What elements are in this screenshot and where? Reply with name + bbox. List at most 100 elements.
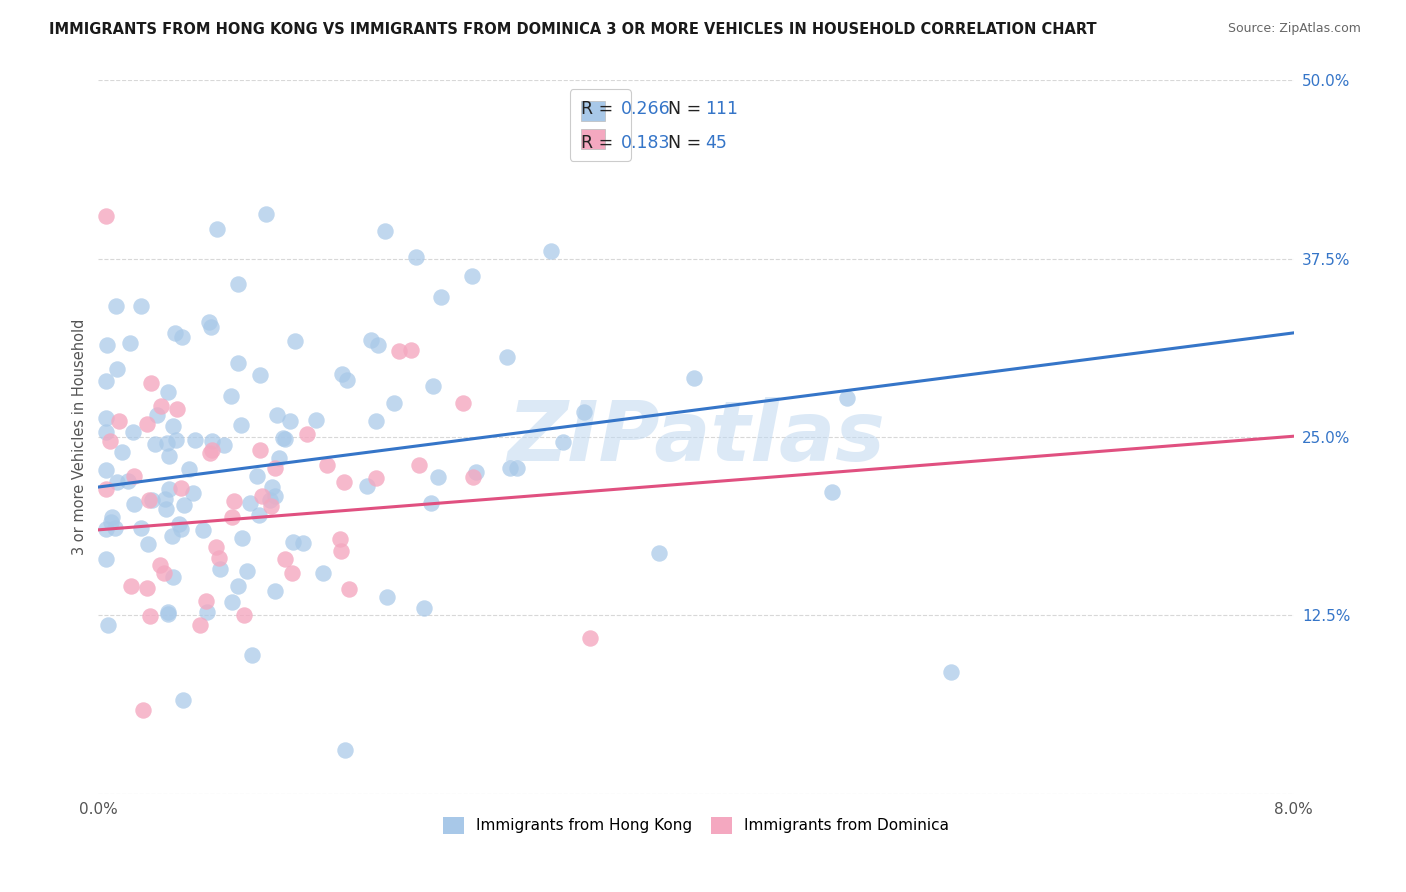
Point [117,474,139,488]
Point [170,522,193,536]
Point [179,462,201,476]
Point [205,540,228,554]
Point [94,482,117,496]
Point [221,510,243,524]
Point [188,618,211,632]
Point [96,374,118,388]
Point [165,433,187,447]
Point [120,579,142,593]
Point [648,546,671,560]
Point [247,508,270,523]
Point [453,396,475,410]
Point [231,531,253,545]
Point [540,244,562,259]
Point [260,499,283,513]
Point [131,299,153,313]
Point [260,480,283,494]
Point [195,594,218,608]
Point [364,414,387,428]
Point [162,570,184,584]
Point [120,336,142,351]
Point [172,692,194,706]
Point [173,498,195,512]
Point [141,492,163,507]
Point [264,584,287,599]
Point [143,436,166,450]
Point [105,475,128,489]
Point [941,665,963,680]
Point [305,413,328,427]
Point [167,516,190,531]
Point [156,606,179,620]
Point [269,450,291,465]
Point [382,395,405,409]
Point [94,210,117,224]
Point [356,478,378,492]
Point [205,222,228,236]
Point [157,482,180,496]
Point [124,498,146,512]
Point [226,356,249,370]
Point [274,432,297,446]
Point [242,648,264,663]
Point [271,431,294,445]
Point [835,391,858,405]
Point [461,470,484,484]
Point [129,521,152,535]
Point [499,460,522,475]
Point [207,551,229,566]
Legend: Immigrants from Hong Kong, Immigrants from Dominica: Immigrants from Hong Kong, Immigrants fr… [436,811,956,839]
Point [682,371,704,385]
Point [505,460,527,475]
Point [105,299,128,313]
Point [388,344,411,359]
Point [193,524,215,538]
Point [283,535,305,549]
Point [212,438,235,452]
Point [108,414,131,428]
Point [221,595,243,609]
Point [96,337,118,351]
Point [461,269,484,284]
Point [200,320,222,334]
Point [103,521,125,535]
Point [254,206,277,220]
Point [163,326,186,340]
Point [336,373,359,387]
Point [146,409,169,423]
Point [157,449,180,463]
Point [98,434,121,448]
Point [374,224,396,238]
Text: 45: 45 [704,134,727,152]
Point [375,590,398,604]
Point [100,515,122,529]
Point [278,414,301,428]
Point [153,566,176,580]
Point [94,522,117,536]
Text: R =: R = [581,100,619,118]
Point [339,582,361,597]
Point [399,343,422,357]
Point [155,492,177,507]
Point [94,410,117,425]
Point [219,388,242,402]
Point [412,601,434,615]
Point [172,330,194,344]
Point [170,481,193,495]
Point [107,361,129,376]
Point [155,502,177,516]
Point [101,510,124,524]
Point [430,290,453,304]
Point [291,536,314,550]
Point [274,552,297,566]
Point [821,485,844,500]
Point [366,471,388,485]
Point [422,379,444,393]
Point [97,618,120,632]
Point [281,566,304,581]
Point [332,475,354,489]
Point [139,609,162,624]
Point [360,334,382,348]
Point [162,419,184,434]
Point [263,460,285,475]
